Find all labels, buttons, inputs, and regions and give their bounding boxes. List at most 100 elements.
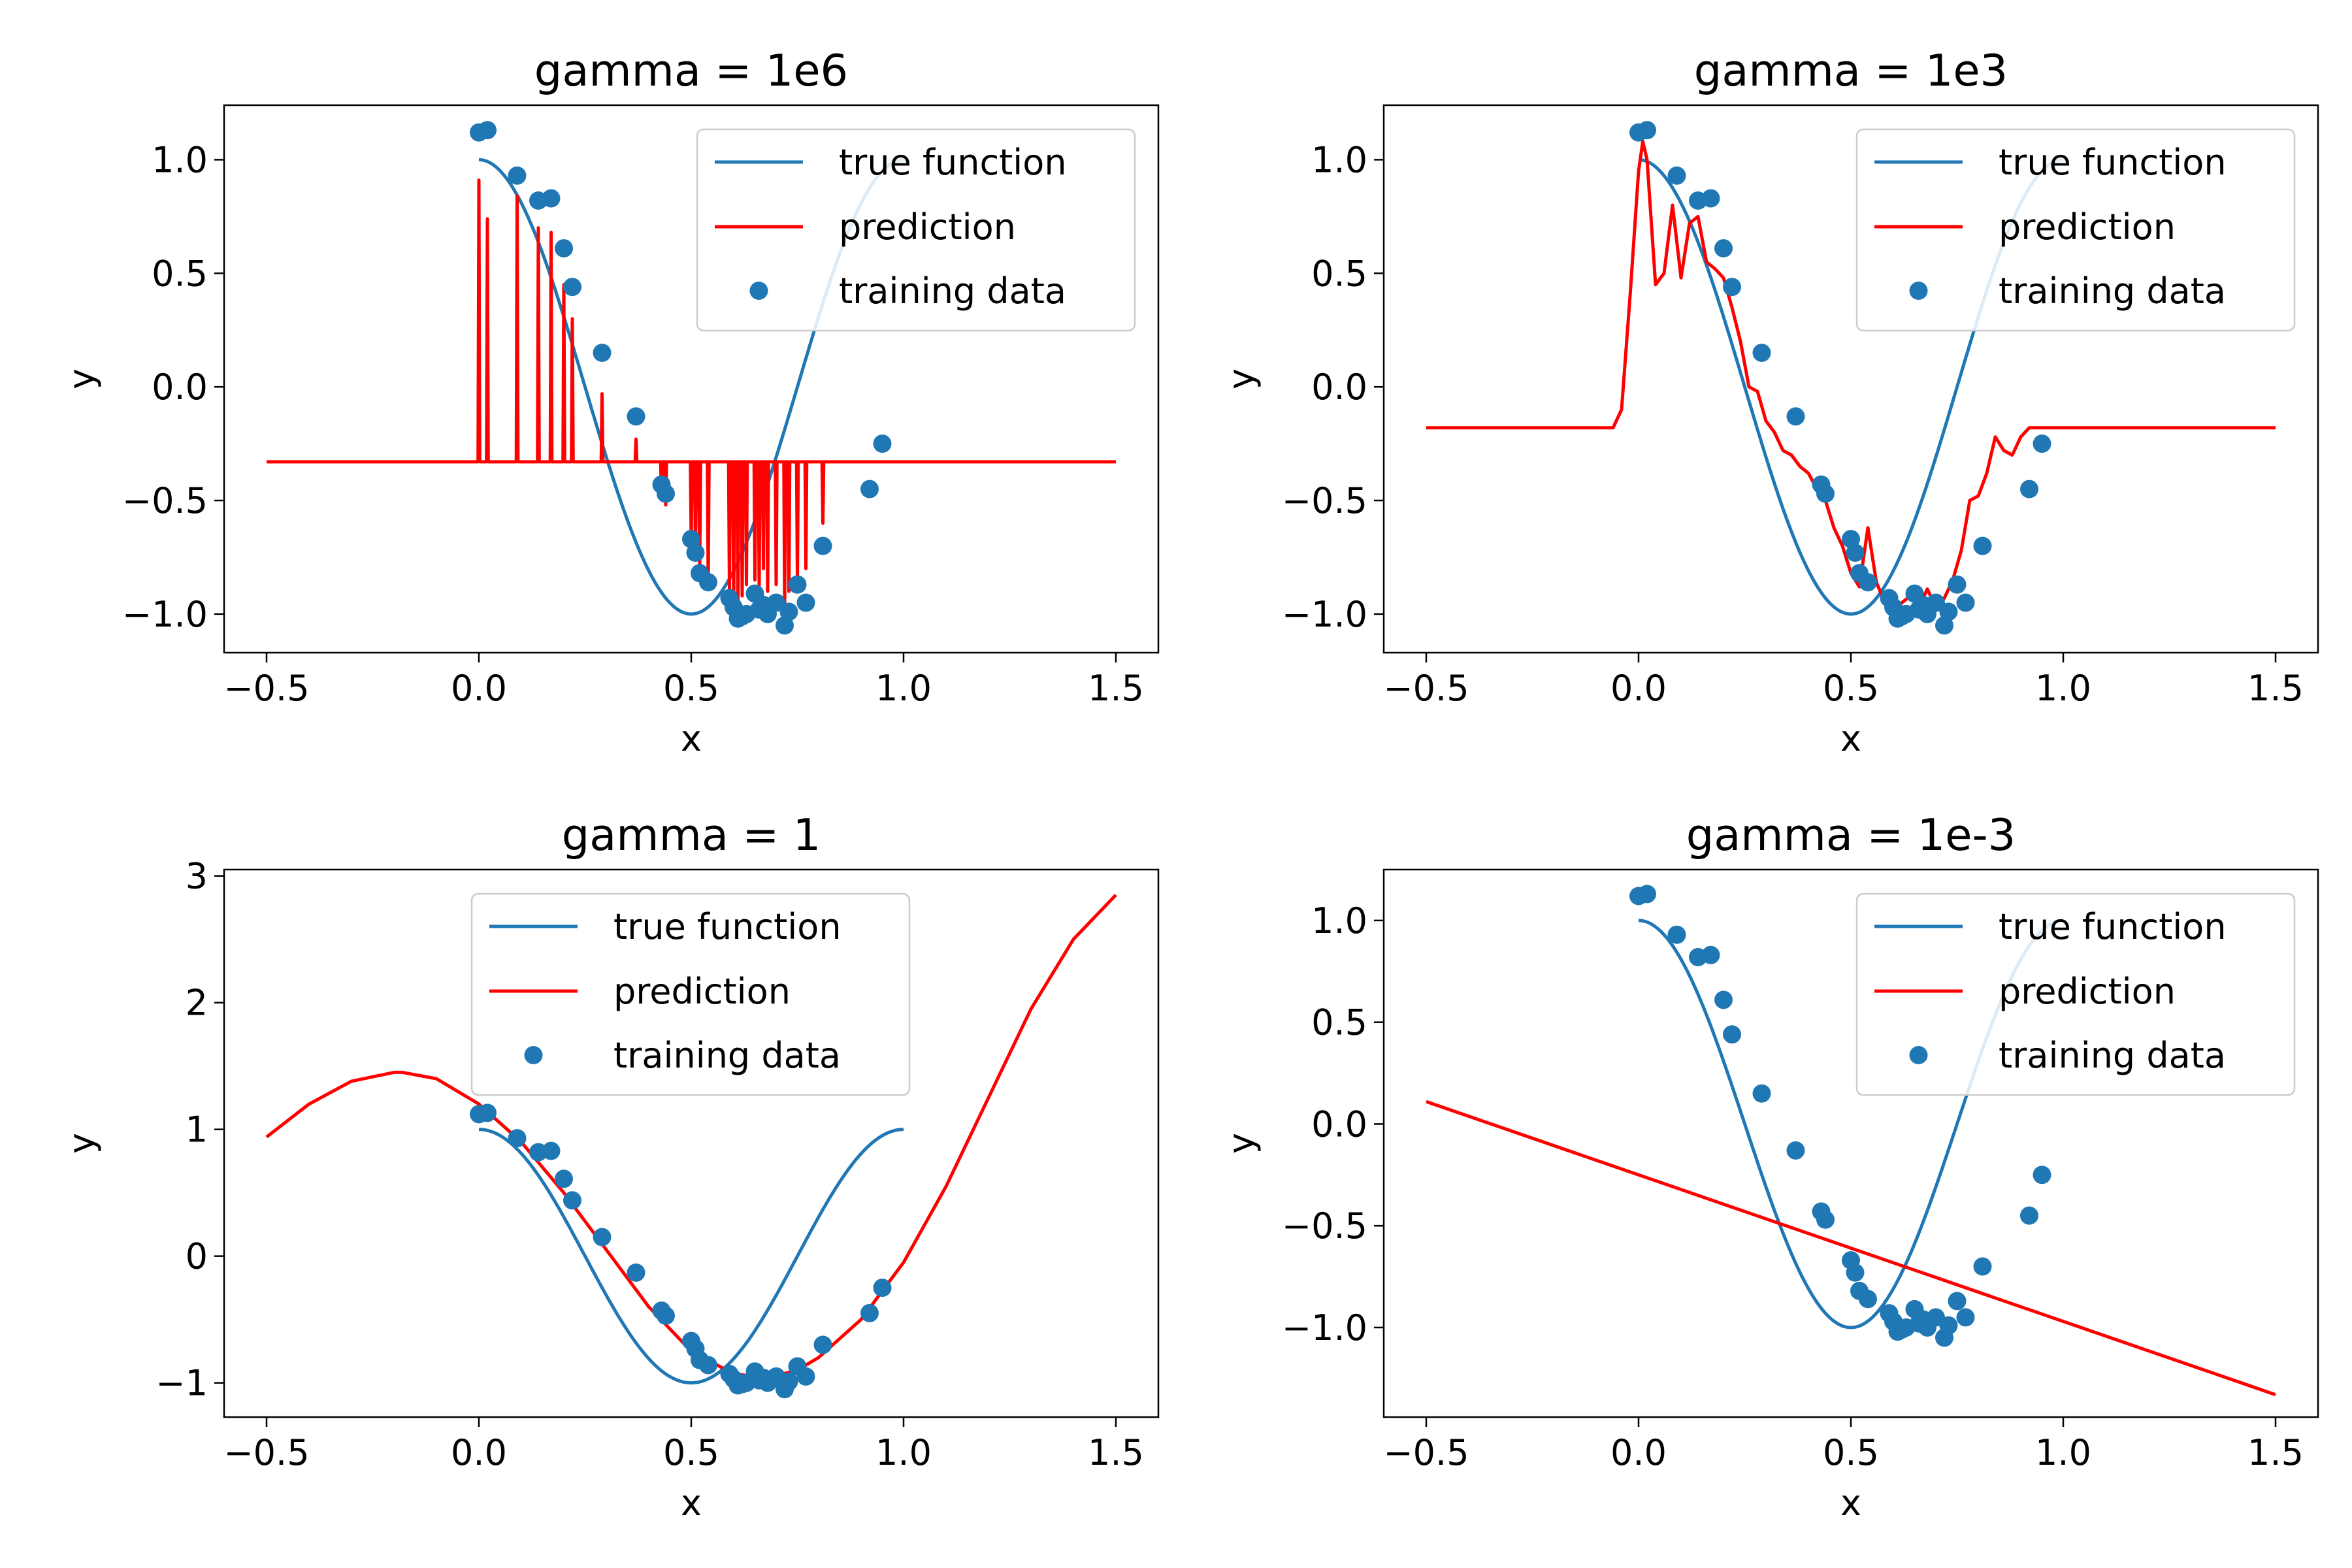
training-data-point: [1973, 1257, 1992, 1276]
legend-box: [1855, 128, 2296, 332]
training-data-point: [1939, 602, 1958, 621]
x-tick-label: 0.5: [1823, 1432, 1879, 1473]
y-tick-label: 0.0: [1311, 367, 1367, 408]
training-data-point: [508, 1129, 527, 1148]
x-tick-label: 1.0: [875, 1432, 932, 1473]
x-axis-label: x: [1840, 718, 1861, 759]
plot-area: [267, 121, 1116, 635]
y-tick-label: 0.0: [1311, 1103, 1367, 1145]
training-data-point: [2020, 1206, 2038, 1225]
training-data-point: [1816, 484, 1835, 503]
training-data-point: [699, 573, 717, 592]
training-data-point: [2033, 1166, 2051, 1184]
legend-box: [696, 128, 1136, 332]
training-data-point: [1752, 1084, 1771, 1103]
training-data-point: [1786, 1141, 1805, 1160]
y-tick-label: 1.0: [152, 139, 208, 180]
training-data-point: [1638, 885, 1656, 904]
x-tick-label: 1.0: [875, 668, 932, 709]
training-data-point: [1846, 544, 1865, 562]
legend-marker-training-data: [524, 1046, 543, 1064]
training-data-point: [1956, 1308, 1975, 1327]
training-data-point: [860, 480, 879, 498]
legend-marker-training-data: [1909, 282, 1928, 300]
training-data-point: [1939, 1316, 1958, 1335]
x-tick-label: −0.5: [1383, 1432, 1469, 1473]
x-tick-label: 1.0: [2035, 1432, 2091, 1473]
training-data-point: [1956, 593, 1975, 612]
prediction-line: [1426, 1100, 2276, 1397]
legend-box: [1855, 892, 2296, 1096]
prediction-line: [267, 178, 1116, 612]
chart-title: gamma = 1e3: [1694, 45, 2008, 96]
x-tick-label: 1.5: [2247, 668, 2304, 709]
legend-label: training data: [1999, 1035, 2226, 1076]
training-data-point: [1714, 239, 1733, 258]
training-data-point: [779, 602, 798, 621]
chart-title: gamma = 1e6: [534, 45, 848, 96]
legend: true function prediction training data: [1855, 128, 2296, 332]
legend-label: training data: [839, 270, 1066, 312]
x-tick-label: 0.0: [451, 1432, 507, 1473]
training-data-point: [779, 1372, 798, 1391]
x-tick-label: 1.5: [1088, 1432, 1144, 1473]
y-axis-label: y: [61, 1133, 102, 1154]
training-data-point: [627, 1263, 645, 1282]
training-data-point: [478, 1103, 497, 1122]
x-axis-label: x: [681, 1482, 702, 1524]
x-tick-label: −0.5: [223, 668, 309, 709]
y-axis-label: y: [1220, 1133, 1262, 1154]
x-tick-label: −0.5: [223, 1432, 309, 1473]
training-data-point: [1638, 121, 1656, 140]
training-data-point: [1948, 1292, 1967, 1311]
chart-panel-1: −0.5 0.0 0.5 1.0 1.5 −1.0 −0.5 0.0 0.5 1.0 x y gamma…: [61, 45, 1160, 759]
y-tick-label: 0.5: [152, 253, 208, 294]
chart-panel-4: −0.5 0.0 0.5 1.0 1.5 −1.0 −0.5 0.0 0.5 1.0 x y gamma…: [1220, 809, 2319, 1524]
training-data-point: [2020, 480, 2038, 498]
legend-label: prediction: [839, 206, 1016, 248]
training-data-point: [657, 1306, 675, 1325]
training-data-point: [1752, 344, 1771, 362]
training-data-point: [1927, 593, 1945, 612]
x-axis-label: x: [681, 718, 702, 759]
training-data-point: [478, 121, 497, 140]
training-data-point: [873, 1279, 892, 1298]
y-tick-label: 0.5: [1311, 253, 1367, 294]
training-data-point: [699, 1356, 717, 1375]
chart-panel-2: −0.5 0.0 0.5 1.0 1.5 −1.0 −0.5 0.0 0.5 1.0 x y gamma…: [1220, 45, 2319, 759]
y-axis-label: y: [1220, 368, 1262, 389]
training-data-point: [1786, 407, 1805, 426]
x-tick-label: 0.0: [451, 668, 507, 709]
chart-title: gamma = 1: [562, 809, 821, 860]
training-data-point: [1667, 925, 1686, 944]
training-data-point: [593, 344, 612, 362]
y-tick-label: 1.0: [1311, 139, 1367, 180]
y-tick-label: 2: [186, 983, 208, 1024]
y-tick-label: −0.5: [1282, 1205, 1367, 1247]
legend: true function prediction training data: [470, 892, 911, 1096]
y-tick-label: 0: [186, 1236, 208, 1277]
true-function-line: [478, 1128, 904, 1385]
training-data-point: [1859, 1290, 1877, 1309]
training-data-point: [873, 434, 892, 453]
training-data-point: [1846, 1263, 1865, 1282]
legend-label: true function: [839, 142, 1067, 183]
plot-area: [1426, 885, 2276, 1397]
y-tick-label: 1.0: [1311, 900, 1367, 941]
x-tick-label: 0.0: [1610, 1432, 1667, 1473]
training-data-point: [555, 239, 573, 258]
y-tick-label: −1.0: [122, 594, 208, 635]
training-data-point: [1667, 166, 1686, 185]
training-data-point: [686, 544, 705, 562]
legend-box: [470, 892, 911, 1096]
training-data-point: [2033, 434, 2051, 453]
x-tick-label: −0.5: [1383, 668, 1469, 709]
legend-label: prediction: [613, 971, 791, 1012]
legend-label: training data: [1999, 270, 2226, 312]
y-tick-label: −1.0: [1282, 594, 1367, 635]
training-data-point: [1973, 536, 1992, 555]
x-axis-label: x: [1840, 1482, 1861, 1524]
legend-marker-training-data: [1909, 1046, 1928, 1064]
training-data-point: [1723, 278, 1741, 297]
